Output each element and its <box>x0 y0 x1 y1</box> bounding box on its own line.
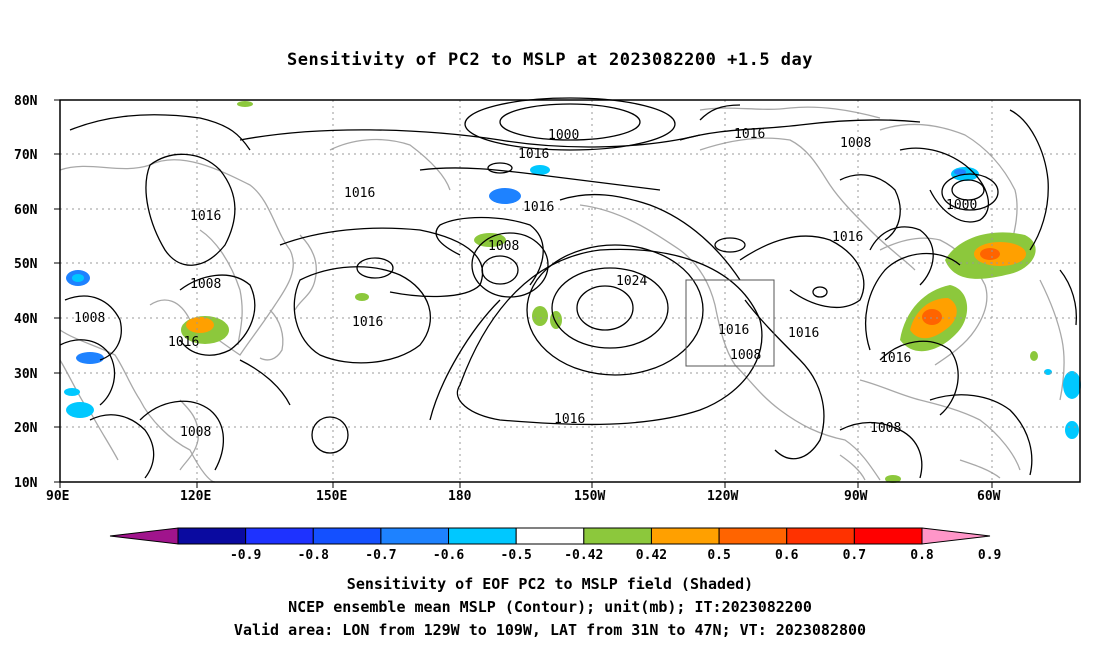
contour-label: 1016 <box>788 326 819 341</box>
colorbar-segment <box>515 527 585 545</box>
colorbar-segment <box>718 527 788 545</box>
contour-label: 1016 <box>168 335 199 350</box>
contour-label: 1008 <box>870 421 901 436</box>
contour-label: 1016 <box>554 412 585 427</box>
lon-label-150e: 150E <box>316 489 347 504</box>
colorbar-segment <box>650 527 720 545</box>
colorbar-label: 0.6 <box>775 548 799 563</box>
colorbar-label: -0.6 <box>433 548 464 563</box>
colorbar-label: 0.5 <box>707 548 730 563</box>
coastlines <box>59 106 1065 483</box>
mslp-contours <box>59 97 1078 479</box>
sensitivity-shading <box>64 101 1081 483</box>
contour-label: 1016 <box>880 351 911 366</box>
colorbar-label: -0.9 <box>230 548 261 563</box>
contour-label: 1016 <box>523 200 554 215</box>
contour-label: 1008 <box>488 239 519 254</box>
valid-area-box <box>685 279 775 367</box>
lat-label-20n: 20N <box>14 421 38 436</box>
lat-label-40n: 40N <box>14 312 38 327</box>
contour-label: 1016 <box>718 323 749 338</box>
colorbar-label: 0.42 <box>636 548 667 563</box>
lat-lon-grid <box>60 100 1080 482</box>
longitude-labels: 90E 120E 150E 180 150W 120W 90W 60W <box>46 489 1001 504</box>
colorbar-left-arrow <box>109 527 179 545</box>
lon-label-150w: 150W <box>574 489 605 504</box>
lat-label-80n: 80N <box>14 94 38 109</box>
colorbar-segment <box>583 527 652 545</box>
contour-label: 1000 <box>946 198 977 213</box>
lat-label-30n: 30N <box>14 367 38 382</box>
contour-label: 1016 <box>344 186 375 201</box>
lon-label-120e: 120E <box>180 489 211 504</box>
caption-line-1: Sensitivity of EOF PC2 to MSLP field (Sh… <box>346 575 754 593</box>
contour-label: 1016 <box>832 230 863 245</box>
axis-ticks <box>54 99 993 488</box>
caption-line-3: Valid area: LON from 129W to 109W, LAT f… <box>233 621 867 639</box>
colorbar-segment <box>380 527 450 545</box>
contour-label: 1016 <box>518 147 549 162</box>
colorbar-label: -0.42 <box>564 548 603 563</box>
lat-label-10n: 10N <box>14 476 38 491</box>
colorbar-segment <box>245 527 314 545</box>
contour-label: 1016 <box>734 127 765 142</box>
contour-label: 1008 <box>840 136 871 151</box>
lat-label-50n: 50N <box>14 257 38 272</box>
contour-label: 1008 <box>74 311 105 326</box>
lat-label-70n: 70N <box>14 148 38 163</box>
lon-label-60w: 60W <box>977 489 1001 504</box>
contour-label: 1008 <box>190 277 221 292</box>
colorbar-label: -0.8 <box>298 548 329 563</box>
lon-label-90e: 90E <box>46 489 69 504</box>
colorbar-segment <box>786 527 855 545</box>
colorbar-label: 0.9 <box>978 548 1001 563</box>
lat-label-60n: 60N <box>14 203 38 218</box>
colorbar-label: -0.5 <box>501 548 532 563</box>
colorbar-segment <box>312 527 382 545</box>
colorbar-segment <box>448 527 517 545</box>
caption-line-2: NCEP ensemble mean MSLP (Contour); unit(… <box>288 598 812 616</box>
latitude-labels: 80N 70N 60N 50N 40N 30N 20N 10N <box>14 94 38 491</box>
colorbar-label: 0.8 <box>910 548 934 563</box>
contour-label-group: 1000 1016 1016 1008 1016 1016 1008 1016 … <box>74 127 977 440</box>
contour-label: 1008 <box>730 348 761 363</box>
plot-frame <box>59 99 1081 483</box>
plot-title: Sensitivity of PC2 to MSLP at 2023082200… <box>286 50 813 70</box>
colorbar-label: 0.7 <box>843 548 866 563</box>
colorbar-segment <box>177 527 247 545</box>
contour-label: 1016 <box>352 315 383 330</box>
colorbar-right-arrow <box>921 527 991 545</box>
colorbar-segment <box>853 527 923 545</box>
lon-label-120w: 120W <box>707 489 738 504</box>
contour-label: 1000 <box>548 128 579 143</box>
lon-label-90w: 90W <box>844 489 868 504</box>
colorbar-label: -0.7 <box>365 548 396 563</box>
colorbar: -0.9 -0.8 -0.7 -0.6 -0.5 -0.42 0.42 0.5 0.6 0.7 0.… <box>109 527 1001 563</box>
contour-label: 1016 <box>190 209 221 224</box>
contour-label: 1008 <box>180 425 211 440</box>
lon-label-180: 180 <box>448 489 472 504</box>
contour-label: 1024 <box>616 274 647 289</box>
